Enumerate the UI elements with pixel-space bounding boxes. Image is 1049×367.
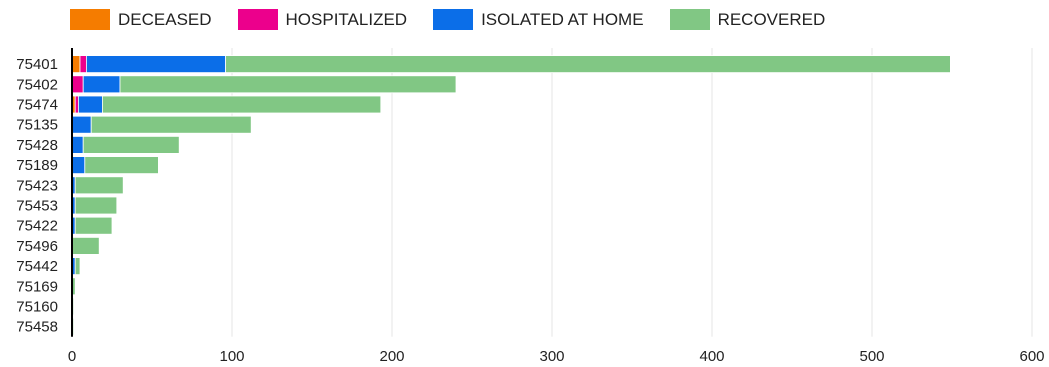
bar-segment xyxy=(78,95,103,114)
bar-segment xyxy=(74,216,113,235)
x-tick-label: 200 xyxy=(379,348,404,365)
x-tick-label: 600 xyxy=(1019,348,1044,365)
bar-segment xyxy=(82,135,180,154)
legend-swatch-isolated-at-home xyxy=(433,9,474,30)
bar-segment xyxy=(119,75,457,94)
legend-label-deceased: DECEASED xyxy=(118,9,212,29)
y-category-label: 75169 xyxy=(16,278,58,295)
legend: DECEASED HOSPITALIZED ISOLATED AT HOME R… xyxy=(70,9,851,30)
bar-segment xyxy=(71,236,100,255)
bar-segment xyxy=(71,135,84,154)
legend-item-hospitalized[interactable]: HOSPITALIZED xyxy=(237,9,408,30)
bar-segment xyxy=(90,115,252,134)
legend-item-deceased[interactable]: DECEASED xyxy=(70,9,212,30)
bar-segment xyxy=(225,55,951,73)
legend-swatch-recovered xyxy=(669,9,710,30)
bar-segment xyxy=(74,176,124,195)
y-category-label: 75135 xyxy=(16,117,58,134)
bar-segment xyxy=(71,115,92,134)
bar-segment xyxy=(71,156,86,175)
y-category-label: 75160 xyxy=(16,299,58,316)
legend-item-isolated-at-home[interactable]: ISOLATED AT HOME xyxy=(433,9,644,30)
y-category-label: 75423 xyxy=(16,177,58,194)
x-tick-label: 0 xyxy=(68,348,76,365)
legend-swatch-hospitalized xyxy=(237,9,278,30)
bar-segment xyxy=(82,75,121,94)
y-category-label: 75458 xyxy=(16,319,58,336)
bar-segment xyxy=(74,257,81,276)
y-category-label: 75428 xyxy=(16,137,58,154)
y-category-label: 75474 xyxy=(16,97,58,114)
y-category-label: 75442 xyxy=(16,258,58,275)
y-category-label: 75189 xyxy=(16,157,58,174)
x-tick-label: 100 xyxy=(219,348,244,365)
legend-label-hospitalized: HOSPITALIZED xyxy=(285,9,408,29)
legend-item-recovered[interactable]: RECOVERED xyxy=(669,9,826,30)
bar-segment xyxy=(71,75,84,94)
x-tick-label: 500 xyxy=(859,348,884,365)
y-category-label: 75402 xyxy=(16,76,58,93)
x-tick-label: 400 xyxy=(699,348,724,365)
legend-label-isolated-at-home: ISOLATED AT HOME xyxy=(481,9,644,29)
bar-segment xyxy=(79,55,87,73)
bar-segment xyxy=(102,95,382,114)
legend-swatch-deceased xyxy=(70,9,110,30)
y-category-label: 75496 xyxy=(16,238,58,255)
y-category-label: 75401 xyxy=(16,56,58,73)
x-tick-label: 300 xyxy=(539,348,564,365)
legend-label-recovered: RECOVERED xyxy=(717,9,826,29)
bar-segment xyxy=(74,196,118,215)
y-category-label: 75422 xyxy=(16,218,58,235)
y-category-label: 75453 xyxy=(16,198,58,215)
bar-segment xyxy=(84,156,159,175)
bar-segment xyxy=(74,95,79,114)
bar-segment xyxy=(86,55,226,73)
bar-segment xyxy=(71,55,81,73)
